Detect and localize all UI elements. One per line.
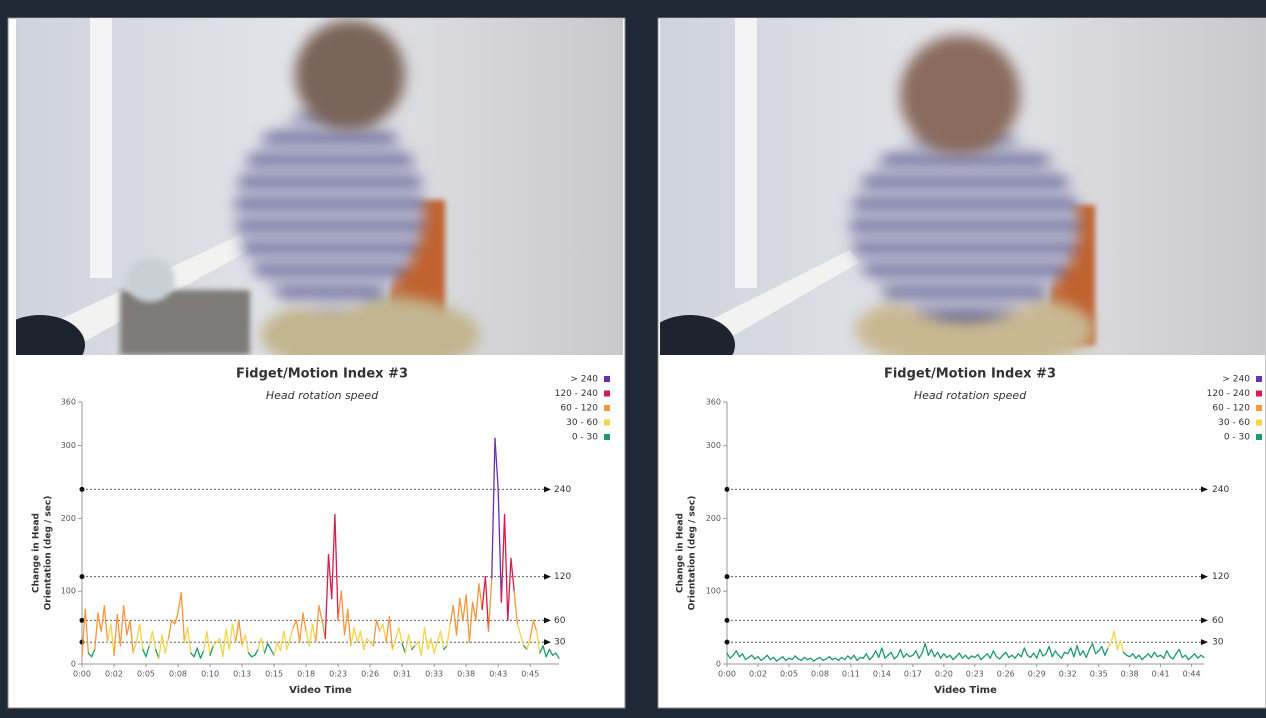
x-tick-label: 0:38 [1121,670,1139,679]
x-tick-label: 0:33 [425,670,443,679]
x-tick-label: 0:23 [329,670,347,679]
page: Fidget/Motion Index #3 Head rotation spee… [0,0,1266,718]
reference-label: 60 [1212,616,1224,626]
legend-label: > 240 [570,375,598,385]
reference-label: 240 [1212,485,1229,495]
legend-label: 30 - 60 [1218,418,1250,428]
x-tick-label: 0:26 [997,670,1015,679]
legend-swatch [604,376,610,382]
x-tick-label: 0:31 [393,670,411,679]
legend-swatch [1256,434,1262,440]
legend-label: 0 - 30 [1224,433,1250,443]
x-tick-label: 0:20 [935,670,953,679]
x-tick-label: 0:18 [297,670,315,679]
reference-dot [80,487,85,492]
legend-label: 120 - 240 [1207,389,1251,399]
y-tick-label: 100 [706,587,721,596]
y-tick-label: 300 [706,441,721,450]
legend-swatch [604,391,610,397]
chart-subtitle: Head rotation speed [914,389,1027,402]
x-tick-label: 0:29 [1028,670,1046,679]
y-axis-label: Change in Head [676,513,686,593]
reference-label: 30 [554,638,566,648]
x-axis-label: Video Time [289,685,352,696]
reference-dot [80,574,85,579]
y-tick-label: 0 [716,660,721,669]
reference-label: 120 [1212,572,1229,582]
x-tick-label: 0:05 [137,670,155,679]
y-tick-label: 360 [61,398,76,407]
reference-label: 120 [554,572,571,582]
x-tick-label: 0:44 [1183,670,1201,679]
x-tick-label: 0:05 [780,670,798,679]
x-tick-label: 0:08 [169,670,187,679]
x-tick-label: 0:02 [749,670,767,679]
chart-title: Fidget/Motion Index #3 [236,367,408,382]
legend-swatch [604,420,610,426]
reference-label: 60 [554,616,566,626]
reference-dot [725,640,730,645]
reference-label: 30 [1212,638,1224,648]
legend-label: 0 - 30 [572,433,598,443]
x-tick-label: 0:41 [1152,670,1170,679]
legend-label: 30 - 60 [566,418,598,428]
x-tick-label: 0:11 [842,670,860,679]
legend-swatch [1256,376,1262,382]
chart-subtitle: Head rotation speed [266,389,379,402]
x-tick-label: 0:35 [1090,670,1108,679]
legend-swatch [1256,420,1262,426]
x-tick-label: 0:26 [361,670,379,679]
legend-label: 60 - 120 [560,404,598,414]
y-tick-label: 200 [706,514,721,523]
x-tick-label: 0:02 [105,670,123,679]
legend-swatch [1256,405,1262,411]
y-tick-label: 300 [61,441,76,450]
x-tick-label: 0:10 [201,670,219,679]
x-tick-label: 0:13 [233,670,251,679]
y-tick-label: 0 [71,660,76,669]
x-tick-label: 0:43 [489,670,507,679]
x-tick-label: 0:23 [966,670,984,679]
legend-label: > 240 [1222,375,1250,385]
x-tick-label: 0:00 [73,670,91,679]
reference-dot [725,618,730,623]
x-tick-label: 0:08 [811,670,829,679]
y-axis-label: Orientation (deg / sec) [688,496,698,611]
y-tick-label: 100 [61,587,76,596]
x-tick-label: 0:17 [904,670,922,679]
y-tick-label: 360 [706,398,721,407]
y-axis-label: Orientation (deg / sec) [44,496,54,611]
x-tick-label: 0:15 [265,670,283,679]
x-tick-label: 0:38 [457,670,475,679]
reference-dot [725,574,730,579]
chart-title: Fidget/Motion Index #3 [884,367,1056,382]
y-tick-label: 200 [61,514,76,523]
legend-swatch [604,434,610,440]
x-axis-label: Video Time [934,685,997,696]
legend-swatch [604,405,610,411]
reference-label: 240 [554,485,571,495]
photo [0,18,623,375]
photo [645,18,1266,375]
x-tick-label: 0:00 [718,670,736,679]
legend-label: 60 - 120 [1212,404,1250,414]
legend-swatch [1256,391,1262,397]
reference-dot [725,487,730,492]
x-tick-label: 0:45 [521,670,539,679]
legend-label: 120 - 240 [555,389,599,399]
x-tick-label: 0:14 [873,670,891,679]
x-tick-label: 0:32 [1059,670,1077,679]
y-axis-label: Change in Head [32,513,42,593]
